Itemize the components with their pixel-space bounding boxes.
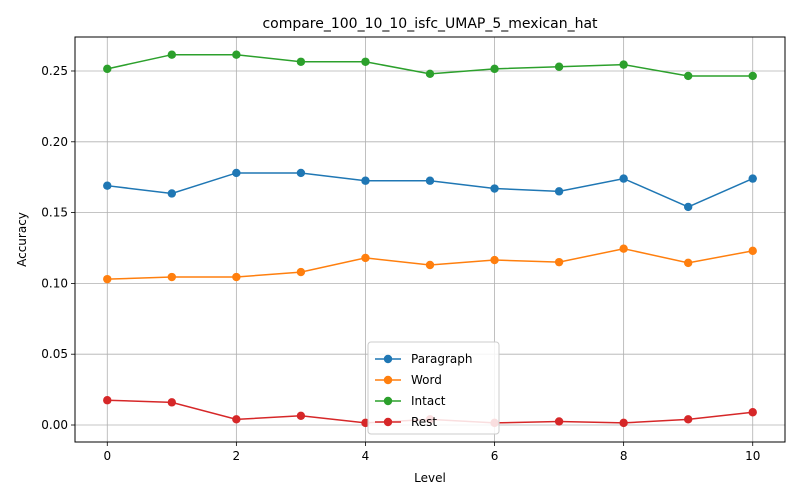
- data-point-word: [490, 255, 499, 265]
- plot-frame: [74, 36, 786, 443]
- data-point-paragraph: [683, 202, 693, 212]
- x-tick-label: 0: [103, 449, 111, 463]
- y-tick-label: 0.10: [41, 276, 68, 290]
- data-point-paragraph: [167, 189, 177, 198]
- legend: Paragraph Word Intact Rest: [367, 341, 500, 435]
- data-point-intact: [232, 50, 241, 59]
- legend-box: [367, 341, 500, 435]
- data-point-intact: [361, 57, 370, 66]
- x-tick-label: 6: [491, 449, 499, 463]
- data-point-rest: [167, 398, 177, 407]
- data-point-rest: [748, 408, 757, 417]
- y-axis-label: Accuracy: [15, 212, 29, 267]
- x-tick-label: 4: [362, 449, 370, 463]
- data-point-intact: [619, 60, 628, 69]
- x-axis-label: Level: [414, 471, 446, 485]
- y-tick-label: 0.00: [41, 418, 68, 432]
- data-point-paragraph: [232, 168, 241, 178]
- data-point-intact: [683, 71, 693, 81]
- legend-marker-paragraph: [383, 354, 393, 364]
- data-point-rest: [554, 417, 564, 426]
- data-point-word: [683, 258, 693, 268]
- y-tick-label: 0.15: [41, 206, 68, 220]
- x-tick-label: 2: [233, 449, 241, 463]
- data-point-paragraph: [425, 176, 435, 185]
- data-point-rest: [296, 411, 306, 421]
- legend-marker-rest: [383, 417, 393, 427]
- data-point-rest: [103, 396, 112, 405]
- data-point-intact: [490, 64, 499, 74]
- data-point-paragraph: [361, 176, 370, 185]
- legend-label-rest: Rest: [411, 415, 437, 429]
- data-point-word: [748, 246, 757, 256]
- data-point-paragraph: [296, 168, 306, 178]
- data-point-paragraph: [103, 181, 112, 190]
- axis-ticks: 0 2 4 6 8 10 0.00 0.05 0.10 0.15 0.20 0.25: [41, 64, 760, 463]
- data-point-word: [167, 272, 177, 282]
- data-point-rest: [683, 415, 693, 424]
- data-point-intact: [554, 62, 564, 71]
- legend-label-intact: Intact: [411, 394, 446, 408]
- x-tick-label: 10: [745, 449, 760, 463]
- legend-label-paragraph: Paragraph: [411, 352, 472, 366]
- y-tick-label: 0.25: [41, 64, 68, 78]
- data-point-word: [103, 274, 112, 284]
- data-point-rest: [619, 418, 628, 428]
- data-point-intact: [748, 71, 757, 81]
- data-point-word: [232, 272, 241, 282]
- chart-title: compare_100_10_10_isfc_UMAP_5_mexican_ha…: [262, 16, 598, 32]
- legend-marker-word: [383, 375, 393, 385]
- y-tick-label: 0.20: [41, 135, 68, 149]
- data-point-word: [425, 260, 435, 270]
- data-point-intact: [167, 50, 177, 59]
- data-point-intact: [103, 64, 112, 74]
- data-point-word: [361, 253, 370, 263]
- data-point-word: [554, 257, 564, 267]
- data-point-word: [296, 267, 306, 277]
- grid-lines: [75, 37, 785, 442]
- data-point-word: [619, 244, 628, 253]
- data-point-paragraph: [554, 187, 564, 196]
- data-point-paragraph: [619, 174, 628, 183]
- data-point-intact: [425, 69, 435, 79]
- legend-marker-intact: [383, 396, 393, 406]
- x-tick-label: 8: [620, 449, 628, 463]
- y-tick-label: 0.05: [41, 347, 68, 361]
- data-point-intact: [296, 57, 306, 66]
- legend-label-word: Word: [411, 373, 442, 387]
- data-point-paragraph: [490, 184, 499, 193]
- data-point-rest: [232, 415, 241, 424]
- data-point-paragraph: [748, 174, 757, 183]
